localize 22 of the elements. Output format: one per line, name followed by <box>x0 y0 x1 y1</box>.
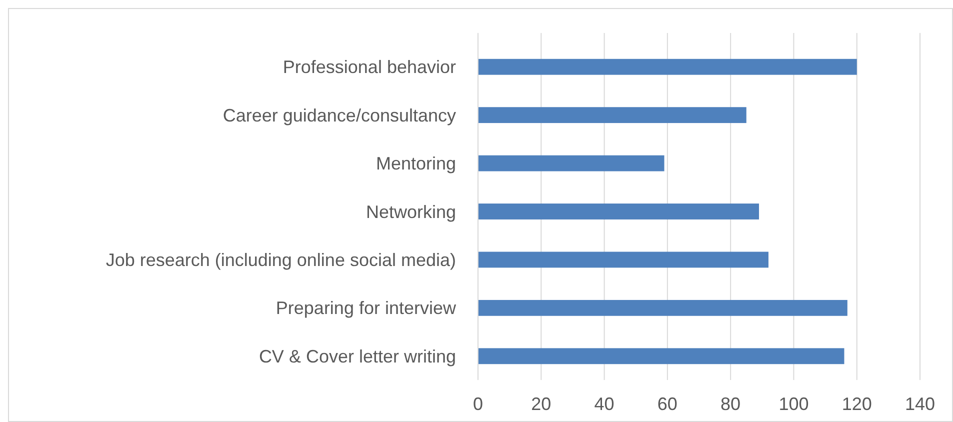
x-tick-label: 40 <box>594 394 614 414</box>
bar <box>478 155 664 172</box>
x-tick-label: 120 <box>842 394 872 414</box>
y-tick-label: Preparing for interview <box>276 298 457 318</box>
y-tick-label: Career guidance/consultancy <box>222 105 456 126</box>
y-tick-label: Mentoring <box>376 154 456 174</box>
bar <box>478 252 768 268</box>
x-tick-label: 100 <box>778 394 809 414</box>
bar <box>478 204 759 220</box>
bar <box>478 300 848 316</box>
bar <box>478 107 746 124</box>
x-tick-label: 0 <box>472 394 484 414</box>
bar <box>478 348 844 364</box>
bar <box>478 58 857 75</box>
y-tick-label: Professional behavior <box>282 57 456 78</box>
y-tick-label: CV & Cover letter writing <box>258 346 456 366</box>
x-tick-label: 20 <box>531 394 552 414</box>
x-tick-label: 80 <box>720 394 741 414</box>
y-tick-label: Job research (including online social media) <box>106 250 456 270</box>
x-tick-label: 60 <box>657 394 678 414</box>
x-tick-label: 140 <box>904 394 936 414</box>
y-tick-label: Networking <box>366 202 456 222</box>
